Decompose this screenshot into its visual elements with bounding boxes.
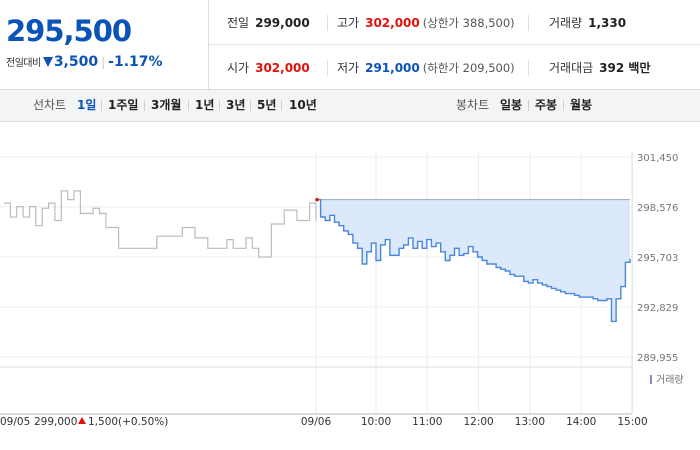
tab-daily-candle[interactable]: 일봉 bbox=[500, 98, 523, 112]
x-tick-label: 12:00 bbox=[463, 416, 493, 428]
stats-row-2: 시가 302,000 저가 291,000 (하한가 209,500) 거래대금 392… bbox=[209, 45, 700, 89]
change-row: 전일대비 3,500 | -1.17% bbox=[6, 54, 163, 70]
current-price: 295,500 bbox=[6, 14, 132, 48]
y-tick-label: 298,576 bbox=[637, 203, 678, 214]
high-value: 302,000 bbox=[365, 16, 420, 30]
price-chart: 301,450 298,576 295,703 292,829 289,955 거래량 09… bbox=[0, 122, 700, 450]
tab-3y[interactable]: 3년 bbox=[226, 98, 246, 112]
x-tick-label: 14:00 bbox=[566, 416, 596, 428]
tab-divider bbox=[281, 100, 282, 111]
prev-close-label: 전일 bbox=[227, 16, 250, 30]
x-tick-label: 11:00 bbox=[412, 416, 442, 428]
divider bbox=[528, 15, 529, 31]
open-cell: 시가 302,000 bbox=[227, 45, 310, 89]
volume-value: 1,330 bbox=[588, 16, 627, 30]
tab-divider bbox=[563, 100, 564, 111]
open-value: 302,000 bbox=[255, 61, 310, 75]
lower-limit: (하한가 209,500) bbox=[422, 61, 515, 75]
stats-row-1: 전일 299,000 고가 302,000 (상한가 388,500) 거래량 1,33… bbox=[209, 0, 700, 45]
prev-day-change-pct: (+0.50%) bbox=[118, 416, 168, 428]
divider bbox=[528, 60, 529, 76]
prev-day-close: 299,000 bbox=[34, 416, 77, 428]
prev-day-price-line bbox=[4, 190, 317, 258]
divider bbox=[327, 60, 328, 76]
volume-legend: 거래량 bbox=[656, 374, 684, 386]
tab-divider bbox=[250, 100, 251, 111]
x-tick-label: 13:00 bbox=[515, 416, 545, 428]
low-value: 291,000 bbox=[365, 61, 420, 75]
high-cell: 고가 302,000 (상한가 388,500) bbox=[337, 0, 515, 44]
change-percent: -1.17% bbox=[108, 54, 163, 70]
prev-day-change: 1,500 bbox=[88, 416, 118, 428]
prev-close-cell: 전일 299,000 bbox=[227, 0, 310, 44]
below-prev-close-area bbox=[316, 199, 630, 322]
turnover-value: 392 백만 bbox=[599, 61, 651, 75]
line-chart-label: 선차트 bbox=[33, 98, 67, 112]
stats-table: 전일 299,000 고가 302,000 (상한가 388,500) 거래량 1,33… bbox=[209, 0, 700, 89]
prev-close-value: 299,000 bbox=[255, 16, 310, 30]
tab-3m[interactable]: 3개월 bbox=[151, 98, 182, 112]
up-triangle-icon bbox=[78, 417, 86, 424]
tab-5y[interactable]: 5년 bbox=[257, 98, 277, 112]
turnover-cell: 거래대금 392 백만 bbox=[549, 45, 650, 89]
intraday-price-line bbox=[316, 198, 631, 323]
turnover-label: 거래대금 bbox=[549, 61, 594, 75]
tab-divider bbox=[144, 100, 145, 111]
tab-10y[interactable]: 10년 bbox=[289, 98, 317, 112]
tab-1w[interactable]: 1주일 bbox=[108, 98, 139, 112]
quote-header: 295,500 전일대비 3,500 | -1.17% 전일 299,000 고가 302… bbox=[0, 0, 700, 90]
high-label: 고가 bbox=[337, 16, 360, 30]
y-tick-label: 295,703 bbox=[637, 253, 678, 264]
session-open-marker bbox=[315, 197, 319, 202]
x-tick-label: 15:00 bbox=[617, 416, 647, 428]
volume-label: 거래량 bbox=[549, 16, 583, 30]
x-tick-label: 09/06 bbox=[301, 416, 332, 428]
tab-divider bbox=[219, 100, 220, 111]
tab-monthly-candle[interactable]: 월봉 bbox=[570, 98, 593, 112]
chart-tabbar: 선차트 1일 1주일 3개월 1년 3년 5년 10년 봉차트 일봉 주봉 월봉 bbox=[0, 90, 700, 122]
change-value: 3,500 bbox=[53, 54, 99, 70]
divider bbox=[327, 15, 328, 31]
tab-divider bbox=[528, 100, 529, 111]
candle-chart-label: 봉차트 bbox=[456, 98, 490, 112]
low-cell: 저가 291,000 (하한가 209,500) bbox=[337, 45, 515, 89]
tab-weekly-candle[interactable]: 주봉 bbox=[535, 98, 558, 112]
tab-divider bbox=[188, 100, 189, 111]
x-tick-label: 10:00 bbox=[361, 416, 391, 428]
upper-limit: (상한가 388,500) bbox=[422, 16, 515, 30]
open-label: 시가 bbox=[227, 61, 250, 75]
change-divider: | bbox=[101, 55, 106, 69]
y-tick-label: 301,450 bbox=[637, 153, 678, 164]
y-tick-label: 292,829 bbox=[637, 303, 678, 314]
tab-1d[interactable]: 1일 bbox=[77, 98, 97, 112]
price-box: 295,500 전일대비 3,500 | -1.17% bbox=[0, 0, 209, 89]
volume-legend-swatch bbox=[650, 375, 652, 384]
tab-divider bbox=[101, 100, 102, 111]
change-label: 전일대비 bbox=[6, 58, 41, 69]
low-label: 저가 bbox=[337, 61, 360, 75]
y-tick-label: 289,955 bbox=[637, 353, 678, 364]
volume-cell: 거래량 1,330 bbox=[549, 0, 626, 44]
prev-day-date-label: 09/05 bbox=[0, 416, 30, 428]
down-triangle-icon bbox=[42, 57, 53, 67]
tab-1y[interactable]: 1년 bbox=[195, 98, 215, 112]
